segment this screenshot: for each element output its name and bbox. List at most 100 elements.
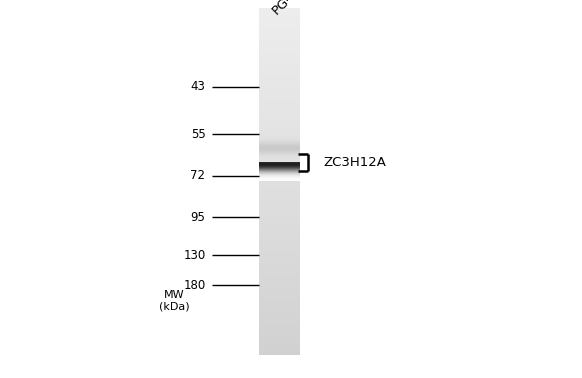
Bar	[259, 45, 300, 46]
Bar	[259, 43, 300, 45]
Bar	[259, 171, 300, 172]
Bar	[259, 34, 300, 36]
Text: ZC3H12A: ZC3H12A	[323, 156, 386, 169]
Bar	[259, 36, 300, 37]
Bar	[259, 41, 300, 42]
Bar	[259, 317, 300, 318]
Bar	[259, 127, 300, 128]
Bar	[259, 61, 300, 62]
Bar	[259, 140, 300, 141]
Bar	[259, 235, 300, 236]
Bar	[259, 294, 300, 295]
Bar	[259, 215, 300, 216]
Bar	[259, 147, 300, 148]
Bar	[259, 197, 300, 198]
Bar	[259, 70, 300, 71]
Bar	[259, 314, 300, 315]
Bar	[259, 108, 300, 110]
Bar	[259, 176, 300, 177]
Bar	[259, 238, 300, 239]
Bar	[259, 203, 300, 204]
Bar	[259, 11, 300, 12]
Bar	[259, 125, 300, 126]
Bar	[259, 183, 300, 184]
Bar	[259, 209, 300, 211]
Bar	[259, 113, 300, 114]
Bar	[259, 22, 300, 23]
Bar	[259, 218, 300, 220]
Bar	[259, 193, 300, 194]
Bar	[259, 222, 300, 223]
Bar	[259, 211, 300, 212]
Bar	[259, 166, 300, 167]
Bar	[259, 151, 300, 152]
Bar	[259, 290, 300, 291]
Bar	[259, 319, 300, 321]
Bar	[259, 276, 300, 278]
Bar	[259, 338, 300, 339]
Bar	[259, 79, 300, 81]
Bar	[259, 309, 300, 310]
Bar	[259, 107, 300, 108]
Bar	[259, 323, 300, 324]
Text: 72: 72	[190, 169, 205, 182]
Bar	[259, 260, 300, 262]
Bar	[259, 19, 300, 20]
Bar	[259, 63, 300, 64]
Bar	[259, 311, 300, 313]
Bar	[259, 280, 300, 281]
Bar	[259, 139, 300, 140]
Bar	[259, 105, 300, 106]
Bar	[259, 335, 300, 336]
Bar	[259, 100, 300, 101]
Bar	[259, 179, 300, 180]
Bar	[259, 119, 300, 120]
Bar	[259, 208, 300, 209]
Bar	[259, 149, 300, 150]
Bar	[259, 223, 300, 224]
Bar	[259, 124, 300, 125]
Bar	[259, 88, 300, 89]
Bar	[259, 134, 300, 135]
Bar	[259, 167, 300, 169]
Bar	[259, 328, 300, 330]
Bar	[259, 24, 300, 25]
Bar	[259, 118, 300, 119]
Bar	[259, 17, 300, 18]
Bar	[259, 240, 300, 242]
Bar	[259, 13, 300, 14]
Bar	[259, 96, 300, 97]
Bar	[259, 245, 300, 246]
Bar	[259, 161, 300, 162]
Bar	[259, 249, 300, 250]
Bar	[259, 162, 300, 163]
Bar	[259, 272, 300, 273]
Bar	[259, 23, 300, 24]
Bar	[259, 156, 300, 157]
Bar	[259, 296, 300, 297]
Bar	[259, 26, 300, 27]
Bar	[259, 337, 300, 338]
Bar	[259, 299, 300, 300]
Bar	[259, 75, 300, 76]
Bar	[259, 186, 300, 187]
Bar	[259, 62, 300, 63]
Bar	[259, 304, 300, 305]
Bar	[259, 84, 300, 85]
Text: 55: 55	[191, 128, 205, 141]
Bar	[259, 237, 300, 238]
Bar	[259, 262, 300, 263]
Bar	[259, 33, 300, 34]
Bar	[259, 71, 300, 73]
Bar	[259, 12, 300, 13]
Bar	[259, 313, 300, 314]
Bar	[259, 204, 300, 206]
Bar	[259, 60, 300, 61]
Bar	[259, 270, 300, 271]
Text: MW
(kDa): MW (kDa)	[159, 290, 190, 312]
Bar	[259, 187, 300, 188]
Bar	[259, 227, 300, 228]
Bar	[259, 65, 300, 67]
Bar	[259, 29, 300, 31]
Bar	[259, 64, 300, 65]
